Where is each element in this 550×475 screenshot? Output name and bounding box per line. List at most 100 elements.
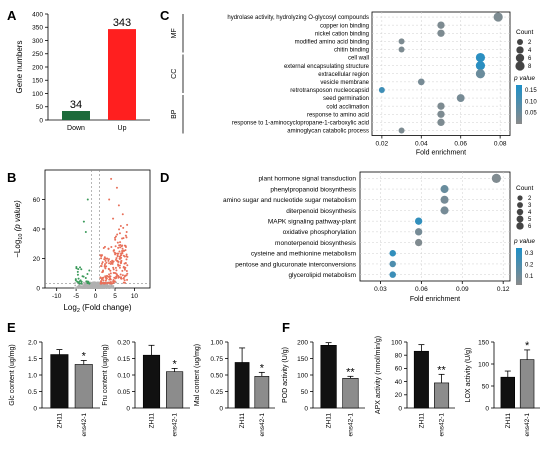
panel-a-ytick-label: 150 [32, 78, 43, 85]
significance-marker: * [260, 362, 265, 374]
volcano-point [111, 262, 114, 265]
bar-ens42-1 [166, 371, 184, 409]
volcano-point [104, 279, 107, 282]
panel-c-term-label: vesicle membrane [320, 80, 369, 86]
panel-b-xlabel-suffix: (Fold change) [80, 303, 132, 312]
volcano-point [104, 275, 107, 278]
bar-chart-ytick-label: 0 [126, 405, 130, 412]
bar-chart-ytick-label: 0.25 [210, 389, 223, 396]
panel-c-size-legend-dot [515, 53, 525, 63]
volcano-point [106, 257, 109, 260]
panel-d-point [440, 185, 449, 194]
panel-label-a: A [7, 8, 17, 23]
volcano-point [113, 280, 116, 283]
volcano-point [120, 259, 123, 262]
bar-chart-ylabel: Glc content (ug/mg) [9, 344, 16, 405]
bar-chart-ylabel: Fru content (ug/mg) [102, 344, 109, 405]
volcano-point [110, 245, 113, 248]
volcano-point [116, 252, 119, 255]
panel-c-term-label: hydrolase activity, hydrolyzing O-glycos… [227, 15, 369, 21]
panel-d-colorbar-label: 0.3 [525, 251, 534, 257]
volcano-point [105, 286, 108, 289]
volcano-point [116, 255, 119, 258]
bar-chart-ytick-label: 2.0 [28, 339, 37, 346]
panel-c-term-label: external encapsulating structure [284, 64, 370, 70]
volcano-point [77, 277, 80, 280]
panel-d-term-label: glycerolipid metabolism [288, 272, 356, 279]
panel-b-xlabel-subscript: 2 [77, 308, 80, 314]
volcano-point [106, 281, 109, 284]
volcano-point [84, 230, 87, 233]
panel-b-xtick-label: 0 [94, 293, 98, 300]
panel-d-term-label: MAPK signaling pathway-plant [268, 218, 356, 225]
volcano-point [76, 280, 79, 283]
volcano-point [100, 285, 103, 287]
panel-d-point [440, 206, 449, 215]
volcano-point [119, 225, 122, 228]
panel-d-term-label: plant hormone signal transduction [258, 176, 356, 183]
panel-c-point [456, 94, 465, 102]
volcano-point [126, 223, 129, 226]
panel-a-ylabel: Gene numbers [15, 41, 24, 94]
panel-c-point [378, 86, 385, 93]
volcano-point [112, 217, 115, 220]
panel-c-group-label: MF [171, 28, 178, 38]
panel-d-size-legend-title: Count [516, 185, 534, 192]
volcano-point [109, 269, 112, 272]
bar-chart-ytick-label: 50 [482, 383, 490, 390]
volcano-point [104, 263, 107, 266]
volcano-point [82, 220, 85, 223]
panel-c-point [475, 69, 486, 79]
volcano-point [125, 258, 128, 261]
bar-zh11 [234, 362, 250, 409]
panel-c-point [437, 102, 445, 110]
volcano-point [112, 266, 115, 269]
panel-f-apx-chart: 0 20 40 60 80 100 ZH11 ens42-1 ** APX activity (n… [375, 336, 455, 437]
volcano-point [107, 258, 110, 261]
volcano-point [121, 247, 124, 250]
volcano-point [117, 264, 120, 267]
volcano-point [126, 278, 129, 281]
panel-a-bar-down [62, 110, 90, 120]
bar-chart-ylabel: POD activity (U/g) [282, 347, 289, 403]
volcano-point [78, 280, 81, 283]
panel-label-b: B [7, 170, 16, 185]
volcano-point [88, 282, 91, 285]
panel-c-group-label: BP [171, 109, 178, 119]
panel-c-term-label: cell wall [348, 56, 369, 62]
bar-category-label: ens42-1 [347, 413, 354, 437]
panel-d-term-label: cysteine and methionine metabolism [251, 251, 356, 258]
volcano-point [90, 281, 92, 284]
panel-d-point [414, 238, 423, 247]
panel-c-point [437, 21, 445, 29]
panel-c-size-legend-label: 8 [528, 64, 532, 70]
volcano-point [118, 228, 121, 231]
volcano-point [109, 260, 112, 263]
volcano-point [79, 287, 81, 289]
volcano-point [119, 246, 122, 249]
panel-d-xtick-label: 0.12 [497, 286, 510, 293]
volcano-point [101, 262, 104, 265]
volcano-point [86, 282, 89, 285]
volcano-point [108, 273, 111, 276]
panel-d-xtick-label: 0.09 [456, 286, 469, 293]
panel-b-xtick-label: -5 [73, 293, 79, 300]
bar-chart-ytick-label: 0.20 [117, 339, 130, 346]
panel-c-point [398, 38, 405, 45]
volcano-point [103, 265, 106, 268]
significance-marker: ** [346, 366, 355, 378]
bar-chart-ytick-label: 100 [478, 361, 489, 368]
significance-marker: ** [437, 364, 446, 376]
panel-c-point [437, 29, 445, 37]
panel-d-xtick-label: 0.03 [374, 286, 387, 293]
volcano-point [118, 250, 121, 253]
panel-c-term-label: response to amino acid [307, 112, 369, 118]
panel-a-category-label: Down [67, 125, 85, 132]
volcano-point [96, 281, 98, 284]
panel-b-xlabel-prefix: Log [63, 303, 76, 312]
panel-b-ytick-label: 0 [36, 285, 40, 292]
panel-d-point [414, 228, 423, 236]
panel-a-ytick-label: 100 [32, 91, 43, 98]
volcano-point [109, 263, 112, 266]
panel-a-ytick-label: 350 [32, 25, 43, 32]
